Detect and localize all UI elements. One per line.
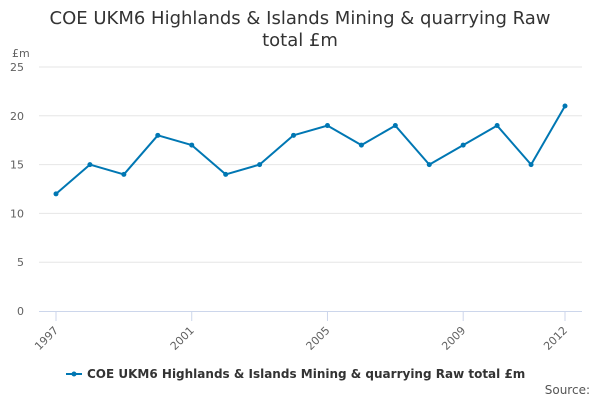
- data-point[interactable]: [324, 123, 330, 129]
- x-tick-label: 2009: [439, 324, 468, 353]
- data-point[interactable]: [562, 103, 568, 109]
- data-point[interactable]: [358, 142, 364, 148]
- gridlines: [39, 66, 582, 263]
- data-point[interactable]: [257, 162, 263, 168]
- source-credit[interactable]: Source:: [545, 383, 590, 397]
- x-tick-label: 2005: [304, 324, 333, 353]
- data-point[interactable]: [460, 142, 466, 148]
- data-point[interactable]: [87, 162, 93, 168]
- data-point[interactable]: [291, 132, 297, 138]
- data-point[interactable]: [426, 162, 432, 168]
- y-axis-ticks: 0 5 10 15 20 25: [10, 61, 24, 318]
- chart-title-line-2: total £m: [262, 30, 338, 51]
- data-point[interactable]: [189, 142, 195, 148]
- y-tick-label: 25: [10, 61, 24, 74]
- data-point[interactable]: [53, 191, 59, 197]
- y-tick-label: 15: [10, 159, 24, 172]
- x-tick-label: 2001: [168, 324, 197, 353]
- y-tick-label: 5: [17, 256, 24, 269]
- y-tick-label: 0: [17, 305, 24, 318]
- legend[interactable]: COE UKM6 Highlands & Islands Mining & qu…: [66, 367, 525, 381]
- y-tick-label: 20: [10, 110, 24, 123]
- x-tick-label: 2012: [541, 324, 570, 353]
- y-tick-label: 10: [10, 207, 24, 220]
- data-point[interactable]: [528, 162, 534, 168]
- y-axis-unit-label: £m: [12, 47, 30, 60]
- x-tick-label: 1997: [32, 324, 61, 353]
- x-axis: 1997 2001 2005 2009 2012: [32, 311, 582, 353]
- data-point[interactable]: [392, 123, 398, 129]
- data-point[interactable]: [494, 123, 500, 129]
- series-group: [53, 103, 568, 197]
- data-point[interactable]: [223, 171, 229, 177]
- legend-point-marker: [71, 371, 77, 377]
- data-point[interactable]: [155, 132, 161, 138]
- chart-title-line-1: COE UKM6 Highlands & Islands Mining & qu…: [50, 8, 551, 29]
- series-line[interactable]: [55, 105, 566, 195]
- data-point[interactable]: [121, 171, 127, 177]
- legend-label: COE UKM6 Highlands & Islands Mining & qu…: [87, 367, 525, 381]
